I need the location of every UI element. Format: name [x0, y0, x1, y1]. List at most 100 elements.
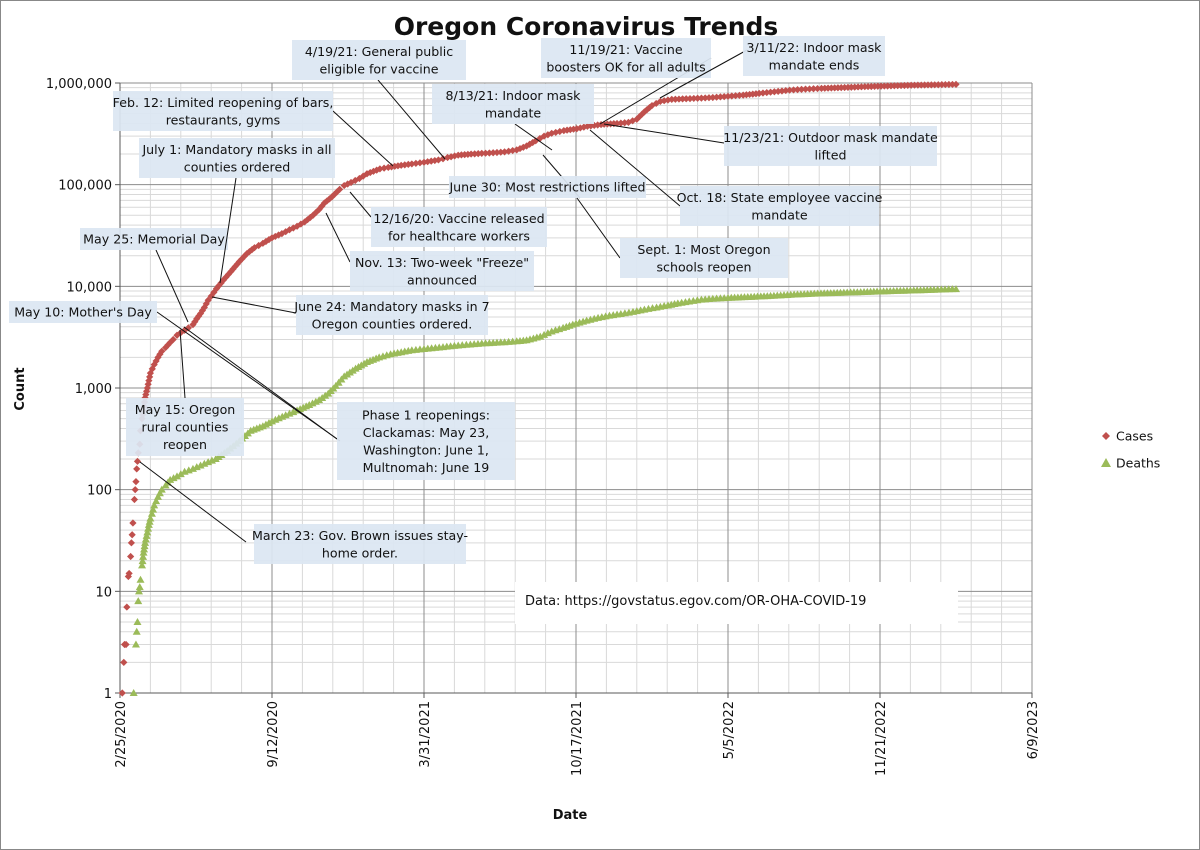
data-point-case: [770, 88, 778, 96]
annotation-leader-line: [603, 123, 725, 144]
annotation-text: eligible for vaccine: [319, 61, 438, 76]
annotation-leader-line: [377, 79, 446, 160]
data-point-case: [133, 457, 142, 465]
data-point-case: [532, 137, 540, 145]
annotation-box: [296, 295, 488, 335]
data-point-case: [427, 157, 435, 165]
data-point-case: [265, 236, 273, 244]
y-tick-label: 1: [104, 687, 112, 702]
annotation-text: Oct. 18: State employee vaccine: [677, 190, 883, 205]
data-point-case: [931, 81, 939, 89]
annotation-box: [126, 398, 244, 456]
data-point-case: [132, 478, 140, 486]
annotation: Nov. 13: Two-week "Freeze" announced: [325, 212, 534, 291]
annotation: May 15: Oregon rural counties reopen: [126, 329, 244, 456]
data-point-case: [635, 113, 643, 121]
data-point-case: [380, 164, 388, 172]
annotation-leader-line: [179, 329, 186, 399]
annotation-leader-line: [659, 49, 748, 99]
annotation-text: 8/13/21: Indoor mask: [446, 88, 582, 103]
data-point-death: [144, 524, 153, 532]
annotation: July 1: Mandatory masks in all counties o…: [139, 138, 335, 284]
annotation: Feb. 12: Limited reopening of bars, resta…: [113, 91, 394, 167]
data-point-death: [143, 528, 152, 536]
data-point-case: [122, 640, 130, 649]
data-point-case: [797, 85, 806, 94]
data-point-case: [523, 142, 531, 150]
annotation-box: [9, 301, 157, 323]
y-tick-label: 100,000: [58, 179, 112, 194]
annotation-leader-line: [325, 212, 351, 263]
annotation: May 25: Memorial Day: [80, 228, 228, 323]
data-point-case: [250, 244, 259, 252]
annotation: May 10: Mother's Day: [9, 301, 341, 442]
data-point-death: [138, 561, 147, 569]
data-point-case: [789, 86, 798, 94]
data-point-case: [412, 159, 420, 167]
data-point-case: [934, 81, 942, 89]
data-point-case: [217, 279, 225, 287]
data-point-death: [132, 627, 141, 635]
data-point-case: [694, 94, 702, 102]
data-point-case: [146, 369, 154, 377]
annotation-text: March 23: Gov. Brown issues stay-: [252, 528, 468, 543]
data-point-case: [713, 93, 721, 101]
data-point-death: [154, 492, 162, 500]
annotation-text: boosters OK for all adults: [546, 59, 705, 74]
data-point-case: [195, 312, 203, 320]
data-point-case: [732, 92, 740, 100]
data-point-case: [212, 284, 221, 293]
annotation-leader-line: [589, 129, 681, 207]
x-tick-label: 9/12/2020: [266, 701, 281, 768]
data-point-case: [782, 86, 790, 95]
source-note-box: Data: https://govstatus.egov.com/OR-OHA-…: [515, 582, 958, 624]
annotation: March 23: Gov. Brown issues stay-home or…: [139, 461, 468, 564]
x-tick-label: 10/17/2021: [570, 701, 585, 776]
data-point-case: [181, 326, 189, 334]
data-point-case: [952, 80, 960, 88]
data-point-case: [144, 380, 152, 388]
data-point-case: [196, 309, 205, 318]
data-point-case: [519, 143, 527, 151]
data-point-case: [709, 93, 717, 102]
y-tick-label: 10: [95, 585, 112, 600]
data-point-case: [633, 115, 641, 123]
data-point-case: [120, 658, 128, 666]
annotation-text: Feb. 12: Limited reopening of bars,: [113, 95, 334, 110]
annotation-leader-line: [332, 110, 394, 167]
data-point-case: [184, 324, 192, 332]
annotation-box: [350, 251, 534, 291]
data-point-case: [133, 465, 141, 473]
data-point-case: [293, 222, 301, 230]
annotation-box: [292, 40, 466, 80]
data-point-case: [330, 190, 339, 198]
data-point-case: [755, 89, 763, 98]
data-point-case: [621, 119, 629, 127]
data-point-case: [408, 160, 416, 168]
data-point-death: [176, 470, 185, 478]
data-point-case: [202, 300, 210, 308]
x-axis-label: Date: [553, 808, 588, 823]
data-point-case: [336, 185, 344, 193]
source-note: Data: https://govstatus.egov.com/OR-OHA-…: [525, 594, 866, 609]
annotation-box: [337, 402, 515, 480]
annotation-box: [139, 138, 335, 178]
annotation-leader-line: [349, 191, 372, 218]
data-point-death: [133, 617, 142, 625]
data-point-case: [594, 121, 602, 129]
data-point-case: [309, 211, 317, 219]
data-point-case: [516, 144, 524, 153]
annotation-leader-line: [576, 197, 621, 259]
data-point-case: [945, 80, 953, 89]
annotation-text: 12/16/20: Vaccine released: [373, 211, 544, 226]
data-point-case: [118, 689, 126, 697]
annotation-box: [743, 36, 885, 76]
legend: Cases Deaths: [1101, 429, 1160, 471]
annotation-text: May 15: Oregon: [135, 402, 236, 417]
annotation-box: [449, 176, 646, 198]
legend-item-deaths: Deaths: [1101, 456, 1160, 471]
data-point-death: [155, 489, 164, 497]
series-deaths: [129, 285, 960, 696]
data-point-case: [948, 80, 957, 89]
